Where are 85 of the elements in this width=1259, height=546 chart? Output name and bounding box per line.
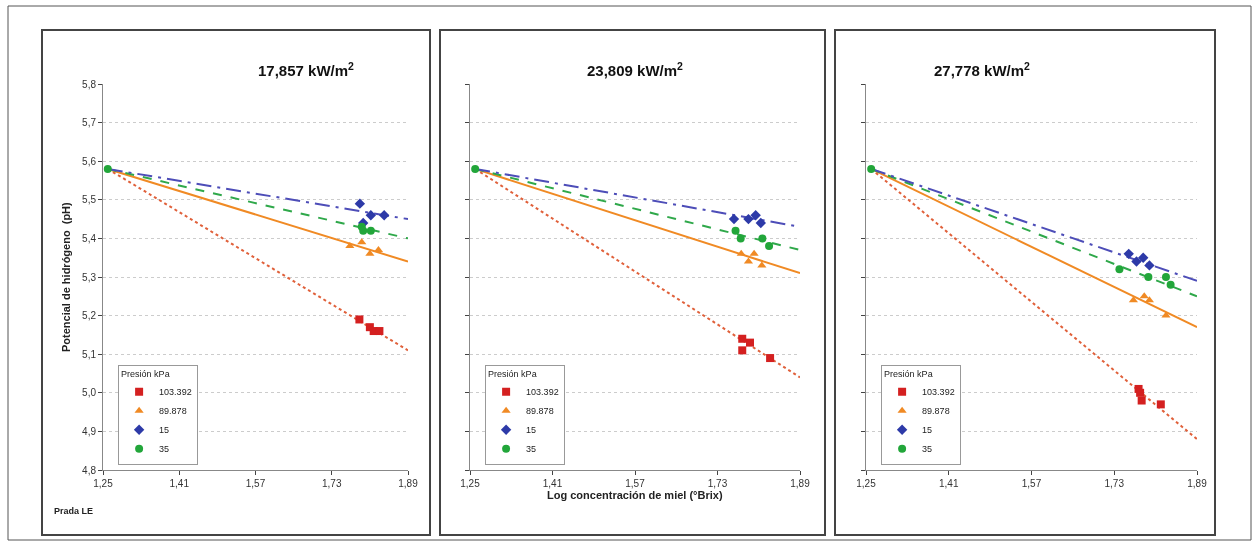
point — [378, 210, 390, 221]
point — [1144, 260, 1155, 271]
y-tick-label: 5,6 — [82, 155, 97, 167]
point — [345, 242, 355, 249]
point — [749, 249, 759, 256]
point — [1123, 248, 1134, 260]
x-tick-label: 1,57 — [625, 478, 646, 489]
y-tick-label: 5,8 — [82, 78, 97, 90]
point — [1138, 252, 1149, 263]
y-tick-label: 4,9 — [82, 425, 97, 437]
point — [1136, 388, 1145, 397]
x-tick-label: 1,89 — [398, 478, 419, 489]
point — [750, 210, 761, 221]
point — [731, 226, 740, 235]
y-axis-title: Potencial de hidrógeno (pH) — [60, 201, 72, 352]
x-tick-label: 1,25 — [93, 478, 114, 489]
point — [1161, 273, 1170, 281]
legend-label: 35 — [526, 444, 537, 455]
point — [728, 213, 740, 225]
y-tick-label: 5,2 — [82, 310, 97, 322]
text: Prada LE — [54, 506, 94, 516]
x-tick-label: 1,73 — [707, 478, 728, 489]
point — [755, 217, 767, 229]
legend-label: 35 — [159, 444, 170, 455]
point — [743, 213, 754, 225]
point — [366, 226, 375, 235]
point — [738, 334, 747, 343]
point — [766, 354, 775, 363]
point — [365, 210, 377, 221]
point — [359, 226, 368, 235]
point — [745, 338, 754, 347]
chart-title: 17,857 kW/m$^{2}$ — [258, 60, 355, 80]
point — [1156, 400, 1165, 409]
point — [1144, 273, 1153, 281]
x-tick-label: 1,57 — [245, 478, 266, 489]
point — [736, 234, 745, 243]
legend-label: 35 — [922, 444, 933, 455]
point — [736, 249, 746, 256]
legend-label: 103.392 — [922, 387, 955, 398]
point — [471, 164, 480, 173]
legend-title: Presión kPa — [884, 369, 933, 380]
point — [1131, 256, 1142, 267]
y-tick-label: 5,5 — [82, 194, 97, 206]
legend-label: 103.392 — [159, 387, 192, 398]
point — [1137, 396, 1146, 405]
x-tick-label: 1,73 — [322, 478, 342, 489]
x-tick-label: 1,25 — [460, 478, 481, 489]
point — [738, 346, 747, 355]
chart-title: 27,778 kW/m$^{2}$ — [934, 60, 1031, 80]
point — [103, 164, 112, 173]
point — [765, 242, 774, 251]
y-tick-label: 4,8 — [82, 464, 97, 476]
legend-label: 89.878 — [922, 406, 950, 417]
y-tick-label: 5,0 — [82, 387, 97, 399]
point — [375, 327, 384, 336]
point — [758, 234, 767, 243]
x-tick-label: 1,89 — [1187, 478, 1208, 489]
x-tick-label: 1,41 — [169, 478, 190, 489]
legend-title: Presión kPa — [121, 369, 170, 380]
point — [1115, 265, 1124, 274]
point — [1161, 311, 1171, 318]
legend-label: 89.878 — [159, 406, 187, 417]
point — [354, 198, 366, 209]
x-tick-label: 1,41 — [542, 478, 563, 489]
point — [1166, 280, 1175, 289]
y-tick-label: 5,7 — [82, 117, 97, 129]
legend-label: 15 — [526, 425, 537, 436]
point — [365, 249, 375, 256]
legend-label: 89.878 — [526, 406, 554, 417]
y-tick-label: 5,1 — [82, 348, 97, 360]
x-axis-title: Log concentración de miel (°Brix) — [547, 489, 723, 501]
y-tick-label: 5,3 — [82, 271, 97, 283]
chart-title: 23,809 kW/m$^{2}$ — [587, 60, 684, 80]
legend-title: Presión kPa — [488, 369, 537, 380]
legend-label: 15 — [159, 425, 170, 436]
x-tick-label: 1,41 — [939, 478, 959, 489]
x-tick-label: 1,73 — [1104, 478, 1125, 489]
point — [355, 315, 364, 324]
x-tick-label: 1,89 — [790, 478, 811, 489]
y-tick-label: 5,4 — [82, 232, 97, 244]
x-tick-label: 1,25 — [856, 478, 877, 489]
point — [867, 164, 876, 173]
legend-label: 15 — [922, 425, 933, 436]
x-tick-label: 1,57 — [1021, 478, 1042, 489]
legend-label: 103.392 — [526, 387, 559, 398]
